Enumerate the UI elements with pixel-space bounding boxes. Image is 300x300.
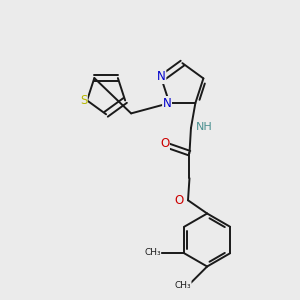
Text: O: O [175,194,184,207]
Text: O: O [160,137,170,150]
Text: S: S [80,94,87,107]
Text: CH₃: CH₃ [144,248,161,257]
Text: N: N [157,70,166,83]
Text: N: N [163,97,171,110]
Text: CH₃: CH₃ [174,280,191,290]
Text: NH: NH [196,122,213,132]
